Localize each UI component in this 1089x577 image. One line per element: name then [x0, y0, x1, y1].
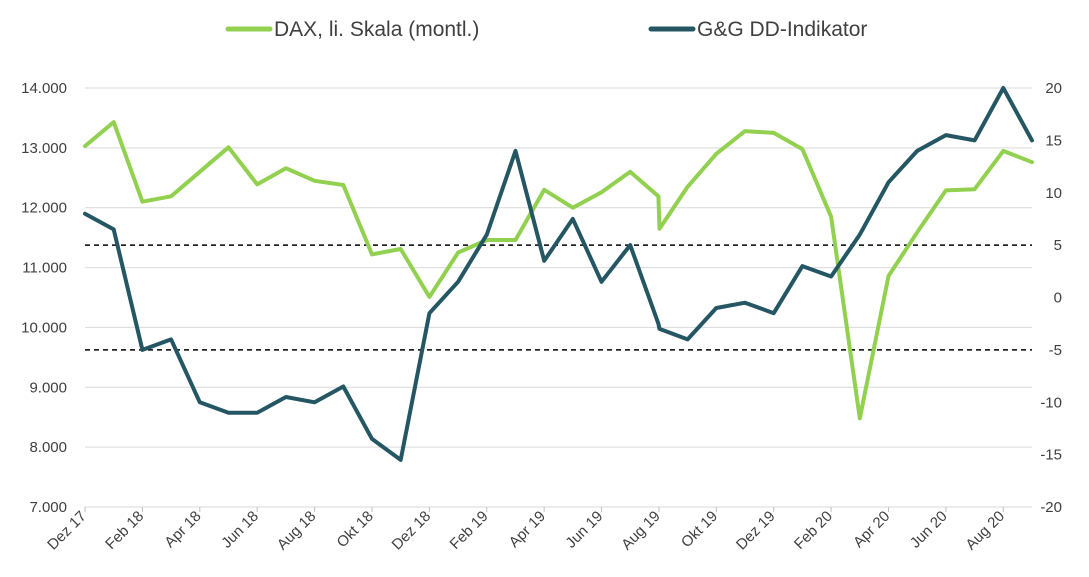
left-y-tick-label: 12.000 — [21, 200, 67, 217]
x-tick-label: Apr 18 — [161, 508, 204, 551]
x-tick-label: Feb 19 — [447, 508, 492, 553]
left-y-tick-label: 14.000 — [21, 80, 67, 97]
series-line-indicator — [83, 86, 1034, 462]
x-tick-label: Aug 19 — [618, 508, 664, 554]
legend-label-dax: DAX, li. Skala (montl.) — [274, 18, 479, 41]
x-tick-label: Okt 19 — [678, 508, 721, 551]
left-y-tick-label: 10.000 — [21, 319, 67, 336]
right-y-tick-label: -20 — [1040, 499, 1062, 516]
x-tick-label: Jun 18 — [218, 508, 262, 552]
left-y-tick-label: 8.000 — [29, 439, 67, 456]
x-tick-label: Okt 18 — [334, 508, 377, 551]
right-y-tick-label: -15 — [1040, 447, 1062, 464]
series-line-dax — [83, 120, 1034, 421]
x-tick-label: Feb 18 — [102, 508, 147, 553]
right-y-tick-label: 5 — [1054, 237, 1062, 254]
x-tick-label: Jun 20 — [907, 508, 951, 552]
right-y-axis: -20 -15 -10 -5 0 5 10 15 20 — [1040, 80, 1062, 516]
right-y-tick-label: 15 — [1045, 132, 1062, 149]
right-y-tick-label: -5 — [1049, 342, 1062, 359]
x-tick-label: Feb 20 — [791, 508, 836, 553]
threshold-lines — [85, 244, 1032, 351]
left-y-axis: 7.000 8.000 9.000 10.000 11.000 12.000 13.000 1… — [21, 80, 67, 516]
x-tick-label: Apr 19 — [506, 508, 549, 551]
x-axis: Dez 17 Feb 18 Apr 18 Jun 18 Aug 18 Okt 18 Dez … — [44, 506, 1032, 554]
legend-label-indicator: G&G DD-Indikator — [697, 18, 867, 41]
x-tick-label: Apr 20 — [850, 508, 893, 551]
x-tick-label: Jun 19 — [563, 508, 607, 552]
x-tick-label: Aug 20 — [962, 508, 1008, 554]
left-y-tick-label: 9.000 — [29, 379, 67, 396]
right-y-tick-label: 0 — [1054, 290, 1062, 307]
left-y-tick-label: 7.000 — [29, 499, 67, 516]
right-y-tick-label: 10 — [1045, 185, 1062, 202]
x-tick-label: Dez 19 — [733, 508, 779, 554]
left-y-tick-label: 13.000 — [21, 140, 67, 157]
series-layer — [83, 86, 1034, 462]
legend: DAX, li. Skala (montl.) G&G DD-Indikator — [225, 18, 867, 41]
right-y-tick-label: 20 — [1045, 80, 1062, 97]
right-y-tick-label: -10 — [1040, 394, 1062, 411]
left-y-tick-label: 11.000 — [22, 260, 67, 277]
x-tick-label: Aug 18 — [274, 508, 320, 554]
x-tick-label: Dez 18 — [389, 508, 435, 554]
